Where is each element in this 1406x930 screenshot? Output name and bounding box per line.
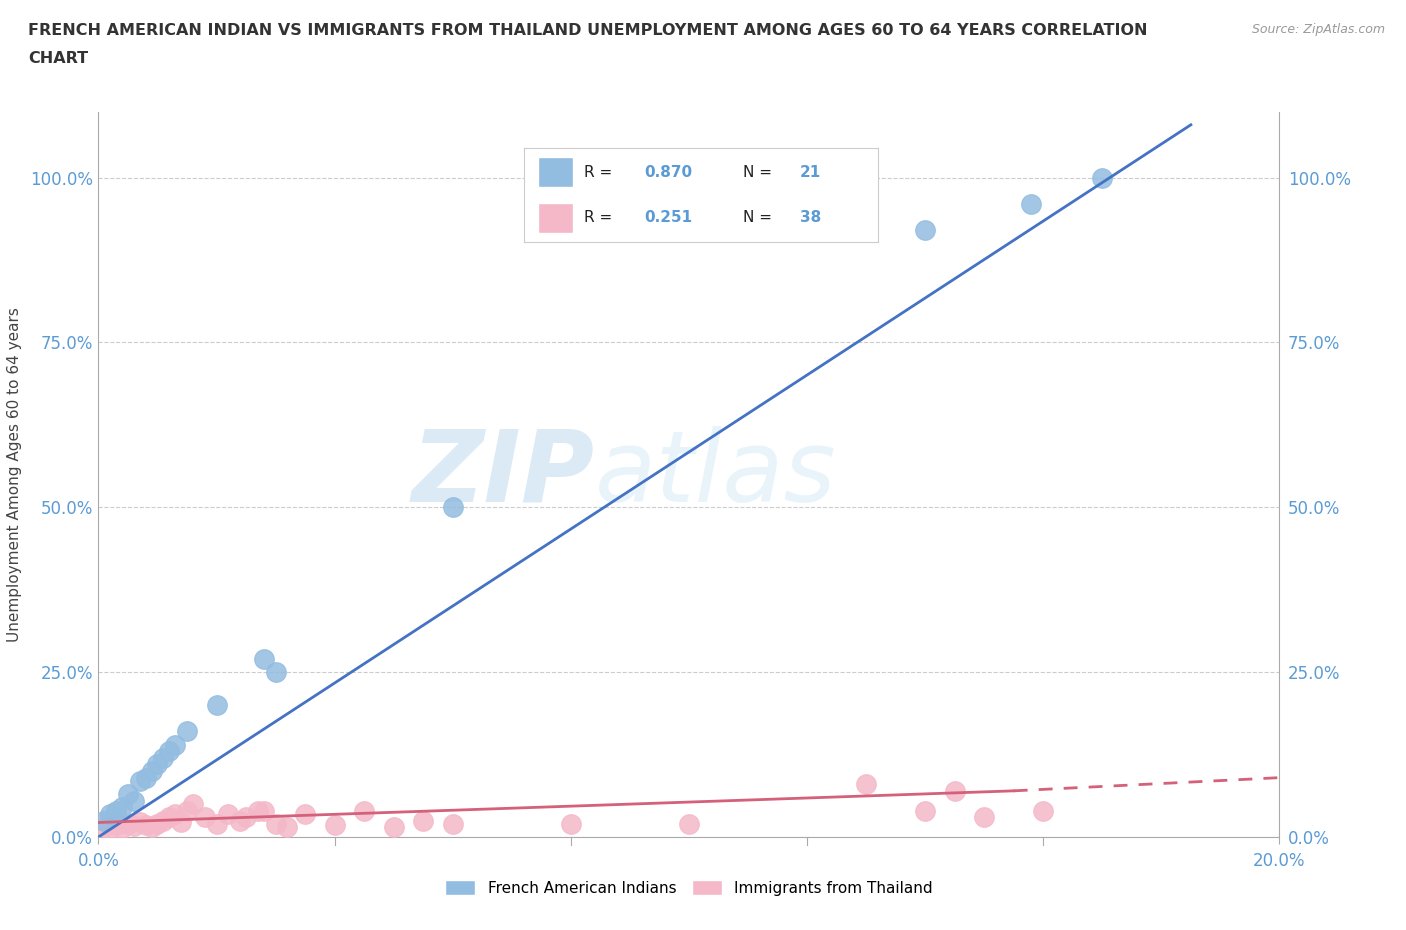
Text: Source: ZipAtlas.com: Source: ZipAtlas.com [1251, 23, 1385, 36]
Immigrants from Thailand [194, 810, 217, 825]
Immigrants from Thailand [276, 819, 298, 834]
Immigrants from Thailand [382, 819, 405, 834]
Immigrants from Thailand [105, 817, 128, 832]
French American Indians [135, 770, 157, 785]
Text: ZIP: ZIP [412, 426, 595, 523]
Text: atlas: atlas [595, 426, 837, 523]
Immigrants from Thailand [441, 817, 464, 831]
French American Indians [914, 223, 936, 238]
Immigrants from Thailand [914, 804, 936, 818]
French American Indians [1091, 170, 1114, 185]
French American Indians [205, 698, 228, 712]
French American Indians [93, 813, 115, 828]
Immigrants from Thailand [98, 821, 121, 836]
Immigrants from Thailand [176, 804, 198, 818]
Immigrants from Thailand [560, 817, 582, 831]
Immigrants from Thailand [1032, 804, 1054, 818]
Immigrants from Thailand [323, 817, 346, 832]
Immigrants from Thailand [181, 797, 204, 812]
Immigrants from Thailand [111, 820, 134, 835]
Immigrants from Thailand [205, 817, 228, 831]
Immigrants from Thailand [973, 810, 995, 825]
Immigrants from Thailand [122, 819, 145, 834]
French American Indians [176, 724, 198, 739]
Immigrants from Thailand [294, 806, 316, 821]
Immigrants from Thailand [157, 810, 180, 825]
Immigrants from Thailand [170, 815, 193, 830]
French American Indians [98, 806, 121, 821]
Immigrants from Thailand [141, 819, 163, 834]
French American Indians [141, 764, 163, 778]
Immigrants from Thailand [128, 815, 150, 830]
French American Indians [165, 737, 187, 752]
Immigrants from Thailand [943, 783, 966, 798]
French American Indians [152, 751, 174, 765]
Immigrants from Thailand [678, 817, 700, 831]
Immigrants from Thailand [217, 806, 239, 821]
Immigrants from Thailand [412, 813, 434, 828]
Immigrants from Thailand [235, 810, 257, 825]
Immigrants from Thailand [246, 804, 269, 818]
Immigrants from Thailand [229, 813, 252, 828]
French American Indians [128, 774, 150, 789]
Immigrants from Thailand [135, 817, 157, 832]
French American Indians [264, 665, 287, 680]
Immigrants from Thailand [146, 817, 169, 831]
Y-axis label: Unemployment Among Ages 60 to 64 years: Unemployment Among Ages 60 to 64 years [7, 307, 21, 642]
French American Indians [122, 793, 145, 808]
French American Indians [253, 652, 276, 667]
French American Indians [146, 757, 169, 772]
French American Indians [1021, 196, 1043, 211]
Immigrants from Thailand [165, 806, 187, 821]
Immigrants from Thailand [264, 817, 287, 831]
Immigrants from Thailand [253, 804, 276, 818]
French American Indians [111, 800, 134, 815]
Text: CHART: CHART [28, 51, 89, 66]
French American Indians [157, 744, 180, 759]
Immigrants from Thailand [855, 777, 877, 791]
French American Indians [441, 499, 464, 514]
Immigrants from Thailand [93, 819, 115, 834]
Immigrants from Thailand [117, 817, 139, 831]
Legend: French American Indians, Immigrants from Thailand: French American Indians, Immigrants from… [439, 873, 939, 902]
Text: FRENCH AMERICAN INDIAN VS IMMIGRANTS FROM THAILAND UNEMPLOYMENT AMONG AGES 60 TO: FRENCH AMERICAN INDIAN VS IMMIGRANTS FRO… [28, 23, 1147, 38]
French American Indians [105, 804, 128, 818]
Immigrants from Thailand [152, 813, 174, 828]
Immigrants from Thailand [353, 804, 375, 818]
French American Indians [117, 787, 139, 802]
